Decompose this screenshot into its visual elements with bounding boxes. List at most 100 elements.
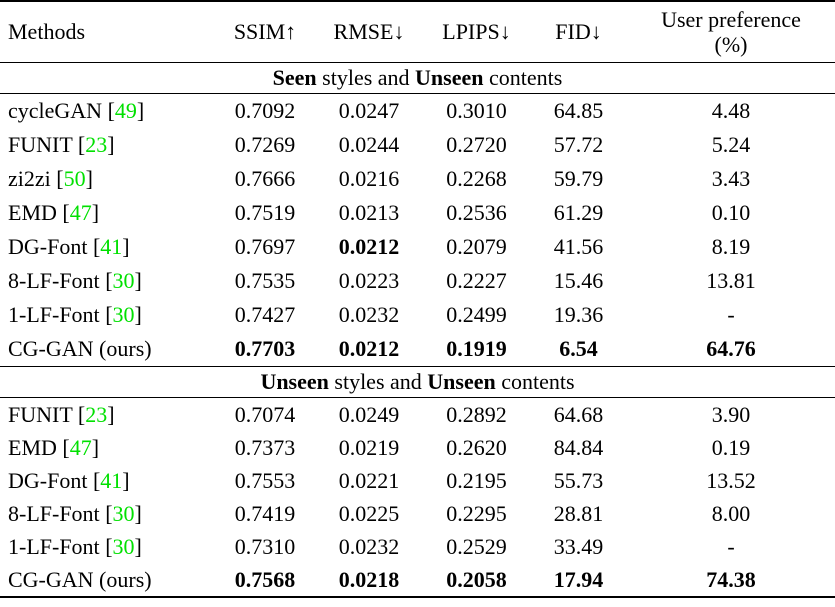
column-header-user-preference-label: User preference (%) [661, 7, 801, 57]
table-row: CG-GAN (ours) 0.7703 0.0212 0.1919 6.54 64.76 [0, 332, 835, 367]
method-name: CG-GAN (ours) [8, 566, 152, 592]
citation-link[interactable]: 47 [69, 434, 92, 460]
column-header-user-preference: User preference (%) [627, 0, 835, 63]
table-row: DG-Font [41] 0.7697 0.0212 0.2079 41.56 8.19 [0, 230, 835, 264]
table-row: 1-LF-Font [30] 0.7310 0.0232 0.2529 33.49 - [0, 530, 835, 563]
metric-cell: 0.0232 [338, 302, 400, 327]
metric-cell: 15.46 [553, 268, 604, 293]
metric-cell: 0.0219 [338, 434, 400, 460]
metric-cell: 0.2058 [423, 563, 530, 598]
metric-cell: 3.43 [711, 166, 751, 191]
metric-cell: 55.73 [553, 467, 604, 493]
method-cell: CG-GAN (ours) [0, 563, 215, 598]
metric-cell: 57.72 [553, 132, 604, 157]
method-cell: DG-Font [41] [8, 467, 130, 493]
metric-cell: 0.7535 [234, 268, 296, 293]
table-row: DG-Font [41] 0.7553 0.0221 0.2195 55.73 13.52 [0, 464, 835, 497]
metric-cell: 41.56 [553, 234, 604, 259]
metric-cell: 0.0249 [338, 401, 400, 427]
metric-cell: 5.24 [711, 132, 751, 157]
metric-cell: 0.7310 [234, 533, 296, 559]
metric-cell: 0.3010 [446, 98, 507, 123]
metric-cell: 0.7427 [234, 302, 296, 327]
method-name: zi2zi [8, 166, 51, 191]
method-name: 1-LF-Font [8, 533, 100, 559]
citation-link[interactable]: 30 [112, 268, 135, 293]
method-cell: FUNIT [23] [8, 401, 115, 427]
column-header-ssim: SSIM↑ [215, 0, 315, 63]
metric-cell: 0.2720 [446, 132, 507, 157]
metric-cell: 0.0223 [338, 268, 400, 293]
method-name: 1-LF-Font [8, 302, 100, 327]
metric-cell: 64.76 [627, 332, 835, 367]
metric-cell: 0.0212 [315, 332, 423, 367]
citation-link[interactable]: 30 [112, 533, 135, 559]
metric-cell: 0.7074 [234, 401, 296, 427]
citation-link[interactable]: 50 [63, 166, 86, 191]
metric-cell: 0.7269 [234, 132, 296, 157]
section-header-row: Seen styles and Unseen contents [0, 62, 835, 94]
table-row: 1-LF-Font [30] 0.7427 0.0232 0.2499 19.36 - [0, 298, 835, 332]
citation-link[interactable]: 30 [112, 302, 135, 327]
method-cell: CG-GAN (ours) [0, 332, 215, 367]
metric-cell: 0.2529 [446, 533, 507, 559]
metric-cell: 0.7092 [234, 98, 296, 123]
column-header-methods: Methods [0, 0, 215, 63]
metric-cell: 0.10 [711, 200, 751, 225]
table-header-row: Methods SSIM↑ RMSE↓ LPIPS↓ FID↓ User pre… [0, 0, 835, 63]
metric-cell: 0.2295 [446, 500, 507, 526]
table-row: zi2zi [50] 0.7666 0.0216 0.2268 59.79 3.43 [0, 162, 835, 196]
metric-cell: 0.2195 [446, 467, 507, 493]
metric-cell: 0.0244 [338, 132, 400, 157]
method-cell: zi2zi [50] [8, 166, 93, 191]
table-row: EMD [47] 0.7519 0.0213 0.2536 61.29 0.10 [0, 196, 835, 230]
section-title-part: styles and [316, 65, 416, 90]
method-cell: EMD [47] [8, 434, 100, 460]
metric-cell: 0.0221 [338, 467, 400, 493]
method-cell: 1-LF-Font [30] [8, 302, 142, 327]
method-name: EMD [8, 434, 57, 460]
metric-cell: 19.36 [553, 302, 604, 327]
method-name: EMD [8, 200, 57, 225]
citation-link[interactable]: 41 [100, 234, 123, 259]
citation-link[interactable]: 23 [85, 401, 108, 427]
citation-link[interactable]: 23 [85, 132, 108, 157]
section-title-part: styles and [328, 369, 428, 394]
metric-cell: 17.94 [530, 563, 627, 598]
table-row: FUNIT [23] 0.7269 0.0244 0.2720 57.72 5.24 [0, 128, 835, 162]
section-title-part: contents [495, 369, 575, 394]
method-name: DG-Font [8, 467, 88, 493]
method-cell: FUNIT [23] [8, 132, 115, 157]
citation-link[interactable]: 47 [69, 200, 92, 225]
method-cell: 8-LF-Font [30] [8, 500, 142, 526]
metric-cell: 0.2892 [446, 401, 507, 427]
table-row: FUNIT [23] 0.7074 0.0249 0.2892 64.68 3.90 [0, 398, 835, 432]
metric-cell: 0.0232 [338, 533, 400, 559]
metric-cell: 0.7419 [234, 500, 296, 526]
metric-cell: 4.48 [711, 98, 751, 123]
metric-cell: 0.2499 [446, 302, 507, 327]
metric-cell: 64.68 [553, 401, 604, 427]
table-row: cycleGAN [49] 0.7092 0.0247 0.3010 64.85 4.48 [0, 94, 835, 129]
section-title-part: Unseen [415, 65, 484, 90]
metric-cell: 0.7703 [215, 332, 315, 367]
section-title-part: Unseen [427, 369, 496, 394]
metric-cell: 0.2536 [446, 200, 507, 225]
metric-cell: - [727, 533, 735, 559]
method-name: FUNIT [8, 132, 73, 157]
column-header-rmse: RMSE↓ [315, 0, 423, 63]
method-name: DG-Font [8, 234, 88, 259]
metric-cell: 33.49 [553, 533, 604, 559]
citation-link[interactable]: 49 [114, 98, 137, 123]
metric-cell: 0.7553 [234, 467, 296, 493]
metric-cell: 0.2620 [446, 434, 507, 460]
table-row: EMD [47] 0.7373 0.0219 0.2620 84.84 0.19 [0, 431, 835, 464]
metric-cell: 0.0213 [338, 200, 400, 225]
metric-cell: 59.79 [553, 166, 604, 191]
citation-link[interactable]: 41 [100, 467, 123, 493]
citation-link[interactable]: 30 [112, 500, 135, 526]
section-header-row: Unseen styles and Unseen contents [0, 366, 835, 398]
method-cell: cycleGAN [49] [8, 98, 145, 123]
